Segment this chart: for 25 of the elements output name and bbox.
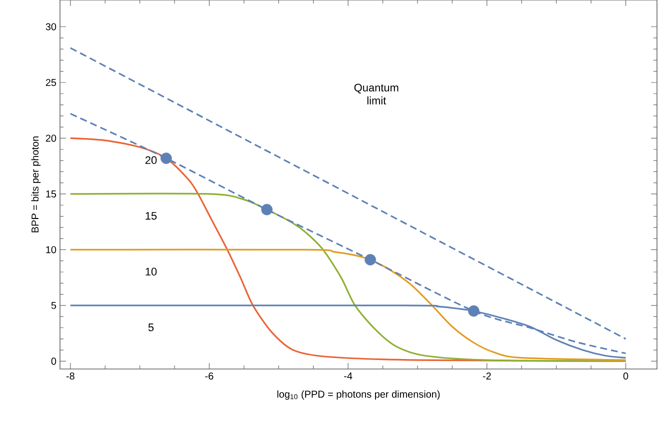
annotation: Quantum limit xyxy=(354,84,398,104)
point xyxy=(160,152,172,164)
series-label: 10 xyxy=(146,268,157,276)
y-tick-label: 5 xyxy=(51,302,56,309)
y-tick-label: 15 xyxy=(46,190,56,198)
x-axis-title: log$_{10}$ (PPD = photons per dimension) xyxy=(277,390,440,400)
y-tick-label: 10 xyxy=(46,246,56,254)
y-tick-label: 25 xyxy=(46,78,56,86)
x-tick-label: -2 xyxy=(482,372,491,380)
point xyxy=(468,305,480,317)
line-series xyxy=(70,248,627,361)
y-tick-label: 30 xyxy=(46,23,56,30)
line-series xyxy=(70,192,627,362)
series-label: 5 xyxy=(148,324,154,332)
x-tick-label: -8 xyxy=(66,372,74,380)
y-tick-label: 20 xyxy=(46,134,56,142)
y-tick-label: 0 xyxy=(51,358,56,365)
point xyxy=(261,204,273,216)
x-tick-label: -6 xyxy=(205,372,214,380)
point xyxy=(364,254,376,266)
series-label: 15 xyxy=(146,212,157,220)
y-axis-title: BPP = bits per photon xyxy=(31,136,41,232)
x-tick-label: 0 xyxy=(623,372,628,380)
series-label: 20 xyxy=(145,156,157,164)
x-tick-label: -4 xyxy=(344,372,352,380)
